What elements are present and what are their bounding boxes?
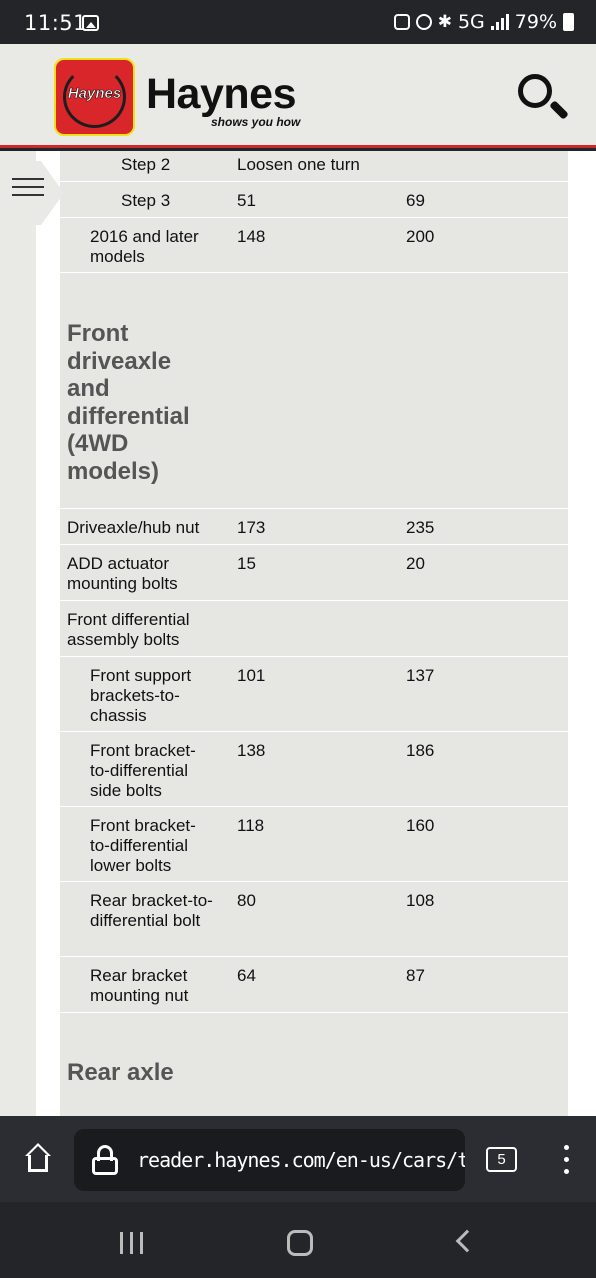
row-value-2: 160 (406, 816, 435, 835)
network-type: 5G (457, 11, 485, 33)
row-value-1: 148 (237, 227, 266, 246)
table-row: 2016 and later models 148 200 (60, 218, 568, 273)
search-button[interactable] (516, 72, 569, 124)
row-value-2: 108 (406, 891, 435, 910)
row-value-2: 20 (406, 554, 425, 573)
system-navigation-bar (0, 1202, 596, 1278)
table-row: Front support brackets-to-chassis 101 13… (60, 657, 568, 732)
lock-icon[interactable] (92, 1145, 118, 1175)
row-value-1: 15 (237, 554, 256, 573)
row-item: ADD actuator mounting bolts (67, 554, 178, 593)
row-value-1: 173 (237, 518, 266, 537)
row-value-2: 69 (406, 191, 425, 210)
gallery-notification-icon (82, 15, 99, 31)
alarm-icon (415, 14, 432, 30)
status-icons: ✱ 5G 79% (393, 11, 574, 33)
status-bar: 11:51 ✱ 5G 79% (0, 0, 596, 44)
row-item: Front differential assembly bolts (67, 610, 190, 649)
row-item: Step 2 (121, 155, 171, 174)
row-item: Rear bracket mounting nut (90, 966, 189, 1005)
signal-icon (490, 14, 509, 30)
table-row: Step 3 51 69 (60, 182, 568, 218)
row-value-1: Loosen one turn (237, 155, 360, 174)
main-content: Step 2 Loosen one turn Step 3 51 69 2016… (0, 151, 596, 1116)
row-item: Driveaxle/hub nut (67, 518, 200, 537)
home-icon[interactable] (22, 1143, 54, 1175)
tab-switcher-button[interactable]: 5 (486, 1147, 517, 1172)
row-item: Front support brackets-to-chassis (90, 666, 192, 725)
row-item: Step 3 (121, 191, 171, 210)
status-time: 11:51 (24, 11, 88, 35)
back-icon[interactable] (455, 1229, 479, 1253)
table-row: Driveaxle/hub nut 173 235 (60, 509, 568, 545)
table-row: Step 2 Loosen one turn (60, 151, 568, 182)
haynes-logo[interactable]: Haynes (54, 58, 135, 136)
brand-tagline: shows you how (211, 115, 301, 129)
row-item: Front bracket-to-differential lower bolt… (90, 816, 196, 875)
row-value-1: 138 (237, 741, 266, 760)
screenshot-icon (393, 14, 410, 30)
brand-name[interactable]: Haynes (146, 70, 296, 118)
battery-level: 79% (514, 11, 557, 33)
row-item: Rear bracket-to-differential bolt (90, 891, 213, 930)
row-value-1: 101 (237, 666, 266, 685)
table-row: ADD actuator mounting bolts 15 20 (60, 545, 568, 601)
logo-wreath-icon (63, 66, 126, 128)
hamburger-menu-icon[interactable] (12, 178, 44, 202)
address-bar[interactable]: reader.haynes.com/en-us/cars/toyot (74, 1129, 465, 1191)
torque-spec-table: Step 2 Loosen one turn Step 3 51 69 2016… (60, 151, 568, 1116)
row-value-2: 87 (406, 966, 425, 985)
row-item: 2016 and later models (90, 227, 199, 266)
site-header: Haynes Haynes shows you how (0, 44, 596, 148)
table-row: Rear bracket-to-differential bolt 80 108 (60, 882, 568, 957)
section-heading: Rear axle (67, 1059, 174, 1086)
row-value-2: 200 (406, 227, 435, 246)
table-row: Rear bracket mounting nut 64 87 (60, 957, 568, 1013)
row-value-1: 64 (237, 966, 256, 985)
section-row: Front driveaxle and differential (4WD mo… (60, 273, 568, 509)
row-value-2: 186 (406, 741, 435, 760)
row-value-1: 51 (237, 191, 256, 210)
bluetooth-icon: ✱ (437, 12, 452, 32)
row-value-2: 137 (406, 666, 435, 685)
table-row: Front differential assembly bolts (60, 601, 568, 657)
row-value-2: 235 (406, 518, 435, 537)
left-rail (0, 151, 36, 1116)
recent-apps-icon[interactable] (120, 1232, 148, 1254)
table-row: Front bracket-to-differential lower bolt… (60, 807, 568, 882)
more-options-icon[interactable] (564, 1145, 572, 1175)
table-row: Front bracket-to-differential side bolts… (60, 732, 568, 807)
section-row: Rear axle (60, 1013, 568, 1116)
search-icon (518, 74, 552, 108)
row-value-1: 80 (237, 891, 256, 910)
row-item: Front bracket-to-differential side bolts (90, 741, 196, 800)
row-value-1: 118 (237, 816, 265, 835)
battery-icon (563, 13, 574, 31)
url-text[interactable]: reader.haynes.com/en-us/cars/toyot (137, 1148, 465, 1172)
browser-toolbar: reader.haynes.com/en-us/cars/toyot 5 (0, 1116, 596, 1202)
section-heading: Front driveaxle and differential (4WD mo… (67, 320, 190, 485)
home-nav-icon[interactable] (287, 1230, 313, 1256)
logo-text: Haynes (67, 85, 122, 103)
